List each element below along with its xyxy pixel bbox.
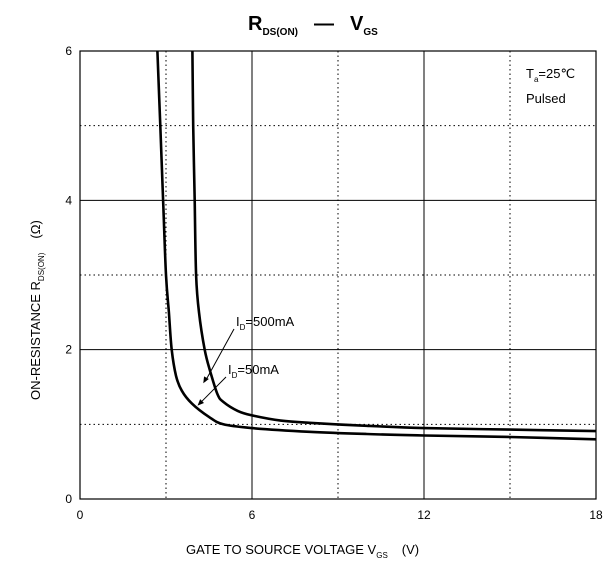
x-axis-label-text: GATE TO SOURCE VOLTAGE V: [186, 542, 377, 557]
leader-arrowhead-1: [197, 399, 205, 406]
series-label-500ma: ID=500mA: [236, 314, 295, 332]
x-axis-label-sub: GS: [376, 551, 388, 560]
series-label-500ma-prefix: I: [236, 314, 240, 329]
curve-id-50ma: [156, 50, 597, 441]
x-tick-label-12: 12: [417, 508, 431, 522]
series-label-50ma-value: =50mA: [237, 362, 279, 377]
curve-id-500ma: [191, 50, 597, 433]
x-axis-label-unit: (V): [402, 542, 419, 557]
x-tick-label-6: 6: [249, 508, 256, 522]
series-label-50ma-prefix: I: [228, 362, 232, 377]
y-axis-label-unit: (Ω): [28, 220, 43, 238]
x-tick-label-0: 0: [77, 508, 84, 522]
condition-ta-sub: a: [534, 75, 539, 84]
title-main: R: [248, 13, 263, 35]
series-label-500ma-sub: D: [240, 323, 246, 332]
leader-line-1: [199, 376, 227, 405]
curves: [156, 50, 597, 441]
series-label-50ma: ID=50mA: [228, 362, 279, 380]
condition-pulsed: Pulsed: [526, 91, 566, 106]
y-axis-label-text: ON-RESISTANCE R: [28, 281, 43, 400]
condition-temperature: Ta=25℃: [526, 66, 575, 84]
y-tick-label-6: 6: [65, 44, 72, 58]
title-main-sub: DS(ON): [262, 27, 298, 38]
leader-arrowhead-0: [203, 376, 209, 384]
series-label-leaders: [197, 328, 235, 406]
y-tick-label-0: 0: [65, 492, 72, 506]
title-right: V: [350, 13, 364, 35]
y-axis-label-sub: DS(ON): [37, 252, 46, 281]
y-tick-label-4: 4: [65, 193, 72, 207]
y-tick-label-2: 2: [65, 343, 72, 357]
series-label-500ma-value: =500mA: [245, 314, 294, 329]
condition-ta-prefix: T: [526, 66, 534, 81]
x-axis-label: GATE TO SOURCE VOLTAGE VGS (V): [186, 542, 419, 560]
x-tick-label-18: 18: [589, 508, 603, 522]
plot-frame: [79, 50, 597, 500]
tick-labels: 0 6 12 18 0 2 4 6: [65, 44, 603, 522]
leader-line-0: [204, 328, 235, 382]
series-label-50ma-sub: D: [232, 371, 238, 380]
title-dash: —: [314, 13, 334, 35]
chart-title: RDS(ON) — VGS: [248, 13, 378, 38]
condition-ta-value: =25℃: [538, 66, 575, 81]
y-axis-label: ON-RESISTANCE RDS(ON) (Ω): [28, 220, 46, 400]
title-right-sub: GS: [363, 27, 378, 38]
